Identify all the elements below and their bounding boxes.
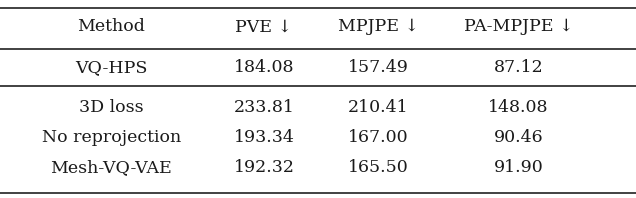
Text: 165.50: 165.50 xyxy=(348,159,409,176)
Text: PA-MPJPE ↓: PA-MPJPE ↓ xyxy=(464,18,573,35)
Text: 167.00: 167.00 xyxy=(348,129,409,146)
Text: 192.32: 192.32 xyxy=(233,159,294,176)
Text: 3D loss: 3D loss xyxy=(79,99,144,116)
Text: PVE ↓: PVE ↓ xyxy=(235,18,293,35)
Text: Mesh-VQ-VAE: Mesh-VQ-VAE xyxy=(50,159,172,176)
Text: VQ-HPS: VQ-HPS xyxy=(75,59,148,76)
Text: 233.81: 233.81 xyxy=(233,99,294,116)
Text: Method: Method xyxy=(78,18,145,35)
Text: 193.34: 193.34 xyxy=(233,129,294,146)
Text: 87.12: 87.12 xyxy=(494,59,543,76)
Text: No reprojection: No reprojection xyxy=(42,129,181,146)
Text: 210.41: 210.41 xyxy=(348,99,409,116)
Text: 90.46: 90.46 xyxy=(494,129,543,146)
Text: 184.08: 184.08 xyxy=(233,59,294,76)
Text: 157.49: 157.49 xyxy=(348,59,409,76)
Text: 91.90: 91.90 xyxy=(494,159,543,176)
Text: MPJPE ↓: MPJPE ↓ xyxy=(338,18,419,35)
Text: 148.08: 148.08 xyxy=(488,99,549,116)
